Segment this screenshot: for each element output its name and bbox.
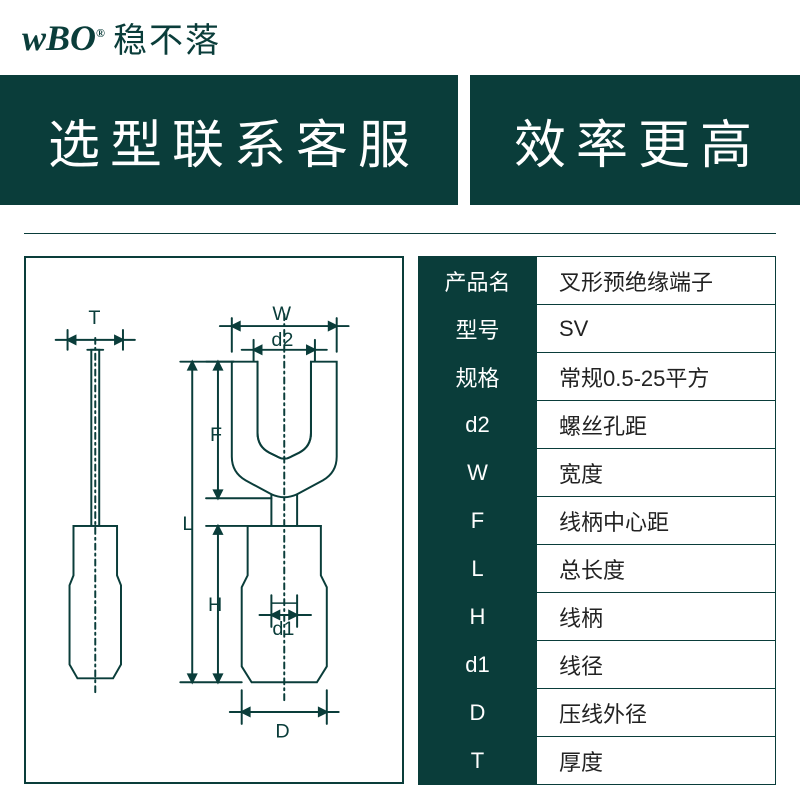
dim-label-F: F [210,424,222,446]
dim-label-L: L [182,513,193,535]
spec-label: T [419,737,537,785]
table-row: D压线外径 [419,689,776,737]
dim-label-H: H [208,594,222,616]
technical-diagram: T W d2 F L H d1 D [24,256,404,784]
spec-value: 线柄 [537,593,776,641]
spec-label: d1 [419,641,537,689]
table-row: 产品名叉形预绝缘端子 [419,257,776,305]
dim-label-d1: d1 [272,618,294,640]
dim-label-d2: d2 [271,329,293,351]
spec-label: D [419,689,537,737]
spec-value: 螺丝孔距 [537,401,776,449]
spec-table-body: 产品名叉形预绝缘端子 型号SV 规格常规0.5-25平方 d2螺丝孔距 W宽度 … [419,257,776,785]
table-row: d1线径 [419,641,776,689]
dim-label-T: T [88,307,100,329]
table-row: 型号SV [419,305,776,353]
logo-bar: wBO® 稳不落 [0,0,800,75]
spec-label: L [419,545,537,593]
spec-label: d2 [419,401,537,449]
spec-value: SV [537,305,776,353]
spec-label: 产品名 [419,257,537,305]
spec-value: 压线外径 [537,689,776,737]
spec-label: H [419,593,537,641]
table-row: W宽度 [419,449,776,497]
logo-registered: ® [96,26,105,40]
table-row: 规格常规0.5-25平方 [419,353,776,401]
spec-label: 规格 [419,353,537,401]
spec-value: 线径 [537,641,776,689]
spec-value: 宽度 [537,449,776,497]
dim-label-D: D [275,721,289,743]
banner-right: 效率更高 [470,75,800,205]
dim-label-W: W [272,303,291,325]
table-row: L总长度 [419,545,776,593]
content-row: T W d2 F L H d1 D 产品名叉形预绝缘端子 型号SV 规格常规0.… [0,256,800,785]
spec-value: 线柄中心距 [537,497,776,545]
spec-table: 产品名叉形预绝缘端子 型号SV 规格常规0.5-25平方 d2螺丝孔距 W宽度 … [418,256,776,785]
logo-text: wBO [22,18,96,58]
spec-label: F [419,497,537,545]
brand-name-cn: 稳不落 [113,13,221,62]
logo-mark: wBO® [22,17,105,59]
banner-left: 选型联系客服 [0,75,458,205]
banner-row: 选型联系客服 效率更高 [0,75,800,205]
spec-value: 常规0.5-25平方 [537,353,776,401]
spec-label: 型号 [419,305,537,353]
table-row: H线柄 [419,593,776,641]
table-row: F线柄中心距 [419,497,776,545]
table-row: d2螺丝孔距 [419,401,776,449]
spec-value: 叉形预绝缘端子 [537,257,776,305]
spec-value: 总长度 [537,545,776,593]
spec-value: 厚度 [537,737,776,785]
table-row: T厚度 [419,737,776,785]
diagram-svg: T W d2 F L H d1 D [26,258,402,782]
divider [24,233,776,234]
spec-label: W [419,449,537,497]
